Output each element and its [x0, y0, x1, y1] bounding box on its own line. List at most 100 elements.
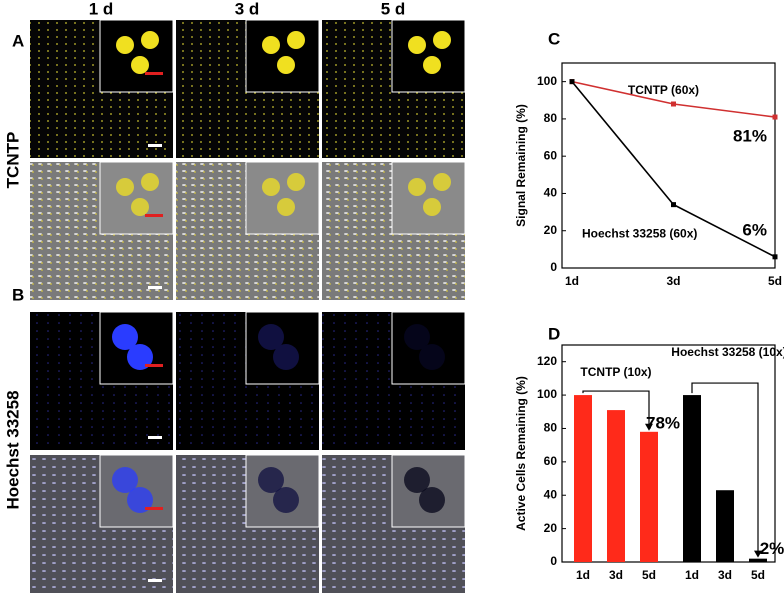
- bar: [749, 558, 767, 562]
- y-tick-label: 100: [537, 74, 557, 88]
- column-header: 3 d: [235, 0, 260, 18]
- inset: [245, 19, 320, 93]
- panel-label: B: [12, 285, 24, 304]
- column-header: 5 d: [381, 0, 406, 18]
- marker: [569, 79, 575, 85]
- column-header: 1 d: [89, 0, 114, 18]
- cell: [273, 344, 299, 370]
- x-tick-label: 3d: [666, 274, 680, 288]
- cell: [408, 36, 426, 54]
- inset: [245, 161, 320, 235]
- y-tick-label: 20: [544, 223, 558, 237]
- scale-bar: [145, 507, 163, 510]
- cell: [116, 36, 134, 54]
- cell: [423, 56, 441, 74]
- bar: [607, 410, 625, 562]
- bar: [683, 395, 701, 562]
- marker: [772, 114, 778, 120]
- cell: [433, 31, 451, 49]
- cell: [404, 467, 430, 493]
- cell: [112, 467, 138, 493]
- row-label: Hoechst 33258: [3, 390, 22, 509]
- cell: [258, 324, 284, 350]
- bar: [574, 395, 592, 562]
- arrow-head: [645, 423, 653, 431]
- x-tick-label: 3d: [609, 568, 623, 582]
- scale-bar: [148, 286, 162, 289]
- value-label: 6%: [742, 220, 767, 239]
- plot-frame: [561, 344, 776, 563]
- y-tick-label: 60: [544, 454, 558, 468]
- panel-label: C: [548, 29, 560, 48]
- cell: [273, 487, 299, 513]
- y-tick-label: 80: [544, 111, 558, 125]
- inset: [99, 19, 174, 93]
- scale-bar: [145, 72, 163, 75]
- y-tick-label: 100: [537, 387, 557, 401]
- cell: [141, 173, 159, 191]
- y-tick-label: 0: [550, 554, 557, 568]
- y-tick-label: 40: [544, 487, 558, 501]
- cell: [287, 31, 305, 49]
- marker: [671, 101, 676, 107]
- cell: [262, 36, 280, 54]
- y-axis-label: Signal Remaining (%): [514, 104, 528, 227]
- plot-frame: [561, 62, 776, 269]
- cell: [141, 31, 159, 49]
- marker: [772, 254, 778, 260]
- marker: [671, 202, 676, 208]
- cell: [258, 467, 284, 493]
- cell: [262, 178, 280, 196]
- y-tick-label: 0: [550, 260, 557, 274]
- arrow-head: [754, 550, 762, 558]
- cell: [127, 487, 153, 513]
- inset: [391, 19, 466, 93]
- cell: [404, 324, 430, 350]
- x-tick-label: 1d: [565, 274, 579, 288]
- scale-bar: [145, 214, 163, 217]
- x-tick-label: 1d: [685, 568, 699, 582]
- inset: [391, 161, 466, 235]
- series-label: Hoechst 33258 (60x): [582, 227, 697, 241]
- cell: [131, 56, 149, 74]
- y-tick-label: 40: [544, 186, 558, 200]
- scale-bar: [148, 144, 162, 147]
- series-label: TCNTP (60x): [628, 83, 699, 97]
- bar: [716, 490, 734, 562]
- cell: [408, 178, 426, 196]
- x-tick-label: 5d: [768, 274, 782, 288]
- x-tick-label: 5d: [751, 568, 765, 582]
- x-tick-label: 1d: [576, 568, 590, 582]
- y-axis-label: Active Cells Remaining (%): [514, 376, 528, 531]
- panel-label: D: [548, 324, 560, 343]
- y-tick-label: 80: [544, 421, 558, 435]
- scale-bar: [145, 364, 163, 367]
- cell: [287, 173, 305, 191]
- x-tick-label: 3d: [718, 568, 732, 582]
- value-label: 81%: [733, 127, 767, 146]
- y-tick-label: 60: [544, 148, 558, 162]
- cell: [112, 324, 138, 350]
- panel-label: A: [12, 31, 24, 50]
- cell: [419, 344, 445, 370]
- cell: [419, 487, 445, 513]
- y-tick-label: 20: [544, 521, 558, 535]
- scale-bar: [148, 436, 162, 439]
- cell: [423, 198, 441, 216]
- series-label: Hoechst 33258 (10x): [671, 345, 784, 359]
- cell: [116, 178, 134, 196]
- scale-bar: [148, 579, 162, 582]
- y-tick-label: 120: [537, 354, 557, 368]
- bar: [640, 431, 658, 562]
- cell: [127, 344, 153, 370]
- cell: [131, 198, 149, 216]
- row-label: TCNTP: [3, 132, 22, 189]
- cell: [277, 198, 295, 216]
- x-tick-label: 5d: [642, 568, 656, 582]
- cell: [277, 56, 295, 74]
- value-label: 2%: [760, 539, 784, 558]
- arrow: [691, 382, 759, 553]
- series-label: TCNTP (10x): [580, 365, 651, 379]
- inset: [99, 161, 174, 235]
